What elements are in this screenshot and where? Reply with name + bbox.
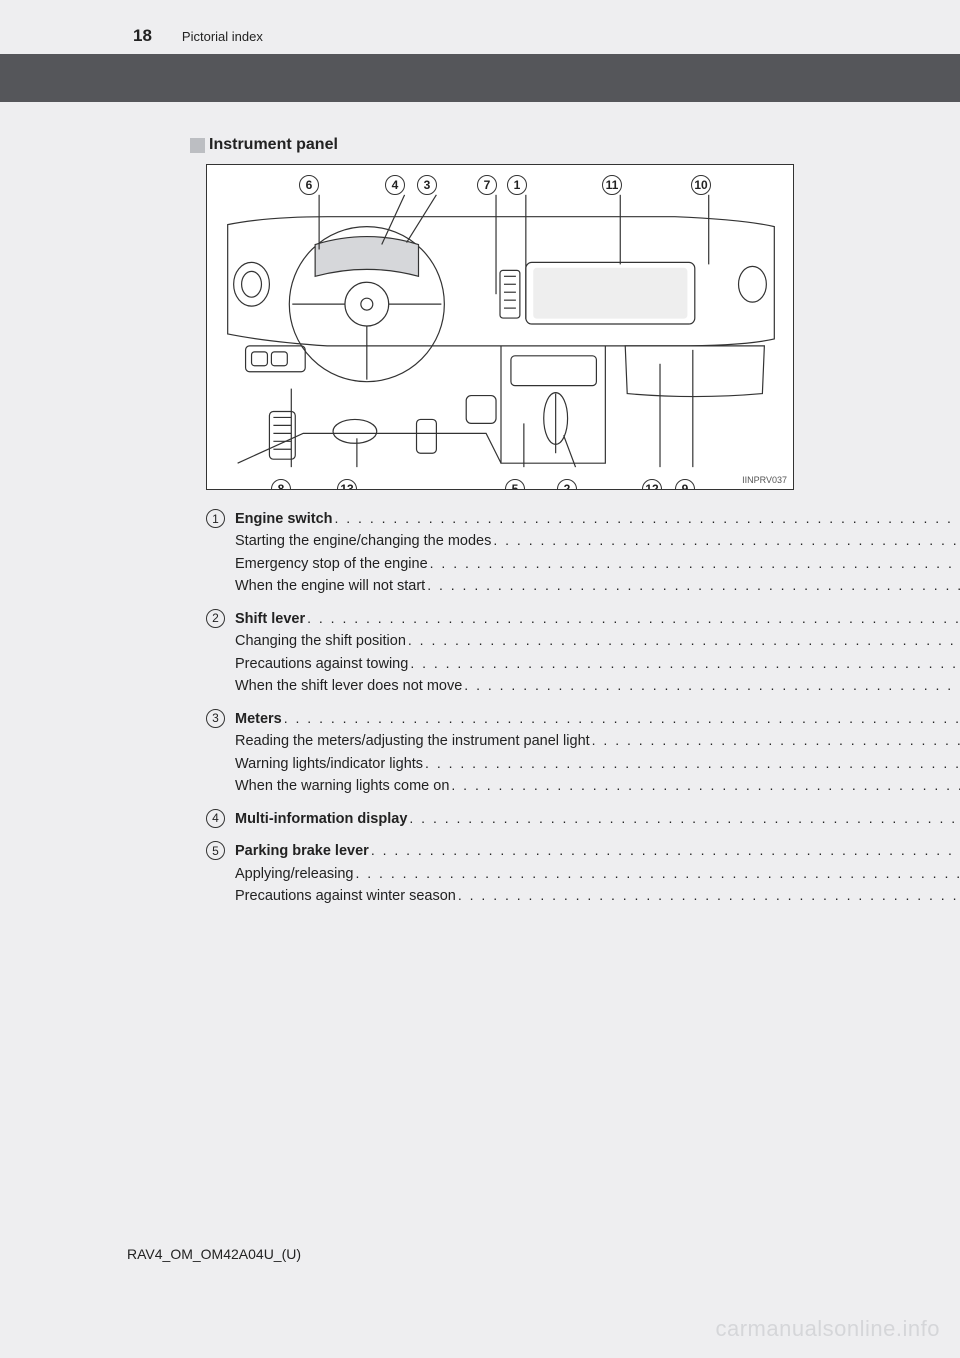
leader-dots [408,653,960,675]
leader-dots [428,553,960,575]
index-sub-label: Changing the shift position [235,630,406,652]
leader-dots [282,708,960,730]
diagram-callout: 11 [602,175,622,195]
index-item: 1Engine switchP. 197, 200Starting the en… [206,508,794,598]
index-title-label: Parking brake lever [235,840,369,862]
diagram-callout: 7 [477,175,497,195]
diagram-callout: 10 [691,175,711,195]
index-item: 3MetersP. 85Reading the meters/adjusting… [206,708,794,798]
index-title-label: Meters [235,708,282,730]
index-sub-label: Warning lights/indicator lights [235,753,423,775]
index-title-label: Multi-information display [235,808,407,830]
leader-dots [305,608,960,630]
header-dark-bar [0,54,960,102]
index-title-label: Engine switch [235,508,333,530]
diagram-callout: 1 [507,175,527,195]
index-sub-label: When the warning lights come on [235,775,449,797]
section-title: Instrument panel [209,136,338,154]
instrument-panel-diagram: 643711110 81352129 IINPRV037 [206,164,794,490]
index-item: 4Multi-information displayP. 87 [206,808,794,830]
index-item: 5Parking brake leverP. 215Applying/relea… [206,840,794,907]
leader-dots [456,885,960,907]
leader-dots [407,808,960,830]
watermark: carmanualsonline.info [715,1316,940,1342]
leader-dots [406,630,960,652]
index-item: 2Shift leverP. 207Changing the shift pos… [206,608,794,698]
leader-dots [449,775,960,797]
diagram-callout: 6 [299,175,319,195]
index-sub-label: Precautions against towing [235,653,408,675]
header-section-label: Pictorial index [182,29,263,44]
index-item-number: 2 [206,609,225,628]
section-title-row: Instrument panel [190,136,830,154]
index-sub-label: Precautions against winter season [235,885,456,907]
index-item-body: Parking brake leverP. 215Applying/releas… [235,840,960,907]
footer-document-code: RAV4_OM_OM42A04U_(U) [127,1246,301,1262]
index-sub-label: When the engine will not start [235,575,425,597]
dashboard-line-art [207,165,793,489]
index-sub-label: When the shift lever does not move [235,675,462,697]
leader-dots [590,730,960,752]
index-item-number: 5 [206,841,225,860]
leader-dots [462,675,960,697]
index-sub-label: Emergency stop of the engine [235,553,428,575]
page-number: 18 [133,26,152,46]
diagram-image-code: IINPRV037 [742,475,787,485]
content: Instrument panel [0,102,960,908]
diagram-callout: 3 [417,175,437,195]
index-sub-label: Starting the engine/changing the modes [235,530,491,552]
index-item-number: 4 [206,809,225,828]
index-title-label: Shift lever [235,608,305,630]
index-list: 1Engine switchP. 197, 200Starting the en… [206,508,794,908]
leader-dots [425,575,960,597]
leader-dots [333,508,960,530]
index-item-body: MetersP. 85Reading the meters/adjusting … [235,708,960,798]
index-sub-label: Applying/releasing [235,863,354,885]
leader-dots [423,753,960,775]
index-item-number: 1 [206,509,225,528]
diagram-callout: 4 [385,175,405,195]
index-sub-label: Reading the meters/adjusting the instrum… [235,730,590,752]
index-item-body: Engine switchP. 197, 200Starting the eng… [235,508,960,598]
leader-dots [369,840,960,862]
section-marker-icon [190,138,205,153]
index-item-body: Multi-information displayP. 87 [235,808,960,830]
index-item-body: Shift leverP. 207Changing the shift posi… [235,608,960,698]
leader-dots [354,863,960,885]
leader-dots [491,530,960,552]
index-item-number: 3 [206,709,225,728]
page-header: 18 Pictorial index [0,0,960,54]
